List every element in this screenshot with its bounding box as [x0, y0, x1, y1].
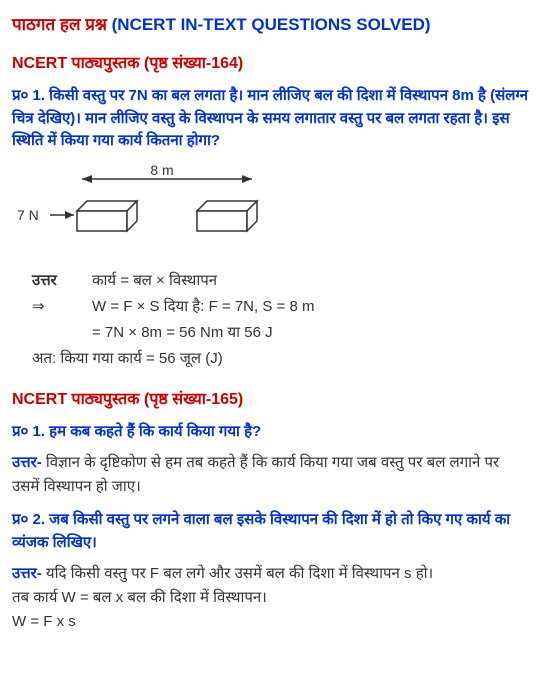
section2-q1-prompt: प्र० 1. हम कब कहते हैं कि कार्य किया गया…	[12, 421, 528, 444]
section1-q1-prompt: प्र० 1. किसी वस्तु पर 7N का बल लगता है। …	[12, 85, 528, 153]
force-diagram: 8 m 7 N	[12, 161, 528, 261]
title-part2: (NCERT IN-TEXT QUESTIONS SOLVED)	[112, 15, 431, 34]
formula-line1: कार्य = बल × विस्थापन	[92, 269, 217, 293]
force-label: 7 N	[17, 207, 39, 223]
section2-q1-answer: विज्ञान के दृष्टिकोण से हम तब कहते हैं क…	[12, 454, 499, 495]
answer-block-1: उत्तर कार्य = बल × विस्थापन ⇒ W = F × S …	[32, 269, 528, 371]
section2-q2-answer2: तब कार्य W = बल x बल की दिशा में विस्थाप…	[12, 586, 528, 610]
answer-label-1: उत्तर	[32, 269, 92, 293]
section2-q2-prompt: प्र० 2. जब किसी वस्तु पर लगने वाला बल इस…	[12, 509, 528, 554]
section2-q1-answer-block: उत्तर- विज्ञान के दृष्टिकोण से हम तब कहत…	[12, 451, 528, 499]
title-part1: पाठगत हल प्रश्न	[12, 15, 107, 34]
section2-q2-answer3: W = F x s	[12, 610, 528, 634]
section2-q2-answer-block: उत्तर- यदि किसी वस्तु पर F बल लगे और उसम…	[12, 562, 528, 586]
section2-header: NCERT पाठ्यपुस्तक (पृष्ठ संख्या-165)	[12, 387, 528, 409]
main-title: पाठगत हल प्रश्न (NCERT IN-TEXT QUESTIONS…	[12, 12, 528, 35]
arrow-symbol: ⇒	[32, 295, 92, 319]
formula-line2: W = F × S दिया है: F = 7N, S = 8 m	[92, 295, 314, 319]
section2-q2-answer1: यदि किसी वस्तु पर F बल लगे और उसमें बल क…	[46, 565, 433, 582]
answer-label-2: उत्तर-	[12, 454, 42, 471]
distance-label: 8 m	[150, 162, 173, 178]
formula-line4: अत: किया गया कार्य = 56 जूल (J)	[32, 347, 528, 371]
answer-label-3: उत्तर-	[12, 565, 42, 582]
section1-header: NCERT पाठ्यपुस्तक (पृष्ठ संख्या-164)	[12, 51, 528, 73]
formula-line3: = 7N × 8m = 56 Nm या 56 J	[92, 321, 273, 345]
